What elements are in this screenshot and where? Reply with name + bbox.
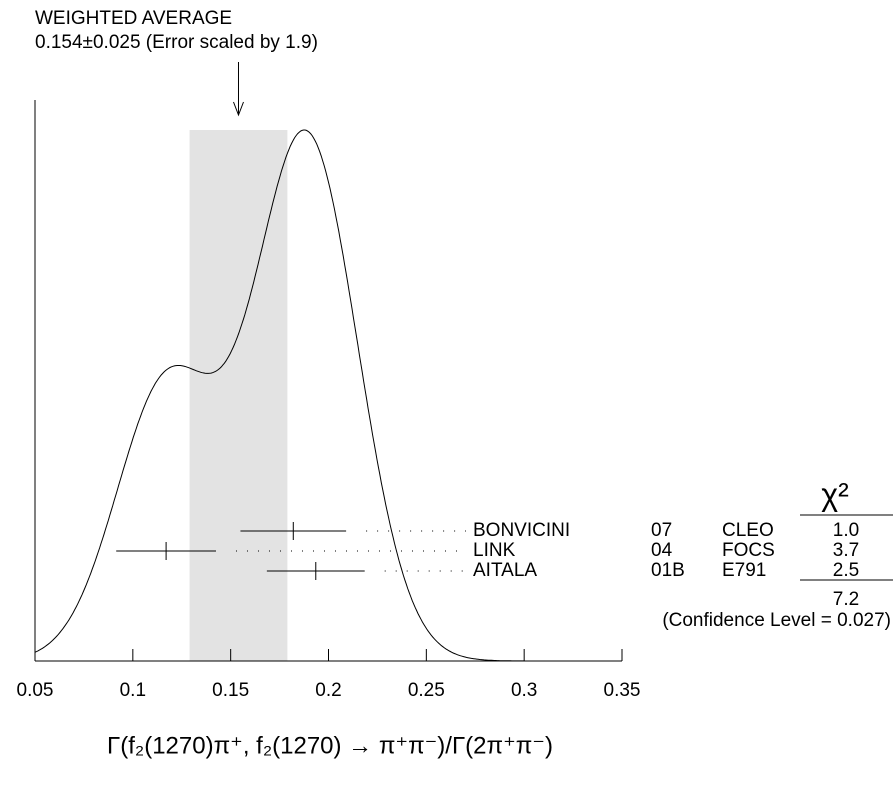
x-tick-label: 0.15 bbox=[212, 680, 249, 701]
average-label: 0.154±0.025 (Error scaled by 1.9) bbox=[35, 32, 318, 53]
confidence-level: (Confidence Level = 0.027) bbox=[662, 610, 891, 631]
x-axis-label: Γ(f₂(1270)π⁺, f₂(1270) → π⁺π⁻)/Γ(2π⁺π⁻) bbox=[107, 732, 553, 759]
average-band bbox=[189, 130, 288, 661]
average-arrow bbox=[233, 62, 244, 117]
year: 07 bbox=[651, 520, 672, 541]
chi2: 3.7 bbox=[833, 540, 859, 561]
chi2: 1.0 bbox=[833, 520, 859, 541]
author: AITALA bbox=[473, 560, 537, 581]
chi2-header: χ² bbox=[821, 476, 849, 512]
experiment: E791 bbox=[722, 560, 766, 581]
chi2-total: 7.2 bbox=[833, 589, 859, 610]
chart-title: WEIGHTED AVERAGE bbox=[35, 8, 232, 29]
author: LINK bbox=[473, 540, 516, 561]
chi2: 2.5 bbox=[833, 560, 859, 581]
x-tick-label: 0.35 bbox=[604, 680, 641, 701]
ideogram-curve bbox=[34, 129, 622, 662]
experiment: FOCS bbox=[722, 540, 775, 561]
x-tick-label: 0.05 bbox=[17, 680, 54, 701]
author: BONVICINI bbox=[473, 520, 570, 541]
experiment: CLEO bbox=[722, 520, 774, 541]
x-tick-label: 0.25 bbox=[408, 680, 445, 701]
x-tick-label: 0.2 bbox=[315, 680, 341, 701]
x-tick-label: 0.1 bbox=[120, 680, 146, 701]
x-tick-label: 0.3 bbox=[511, 680, 537, 701]
year: 01B bbox=[651, 560, 685, 581]
year: 04 bbox=[651, 540, 673, 561]
